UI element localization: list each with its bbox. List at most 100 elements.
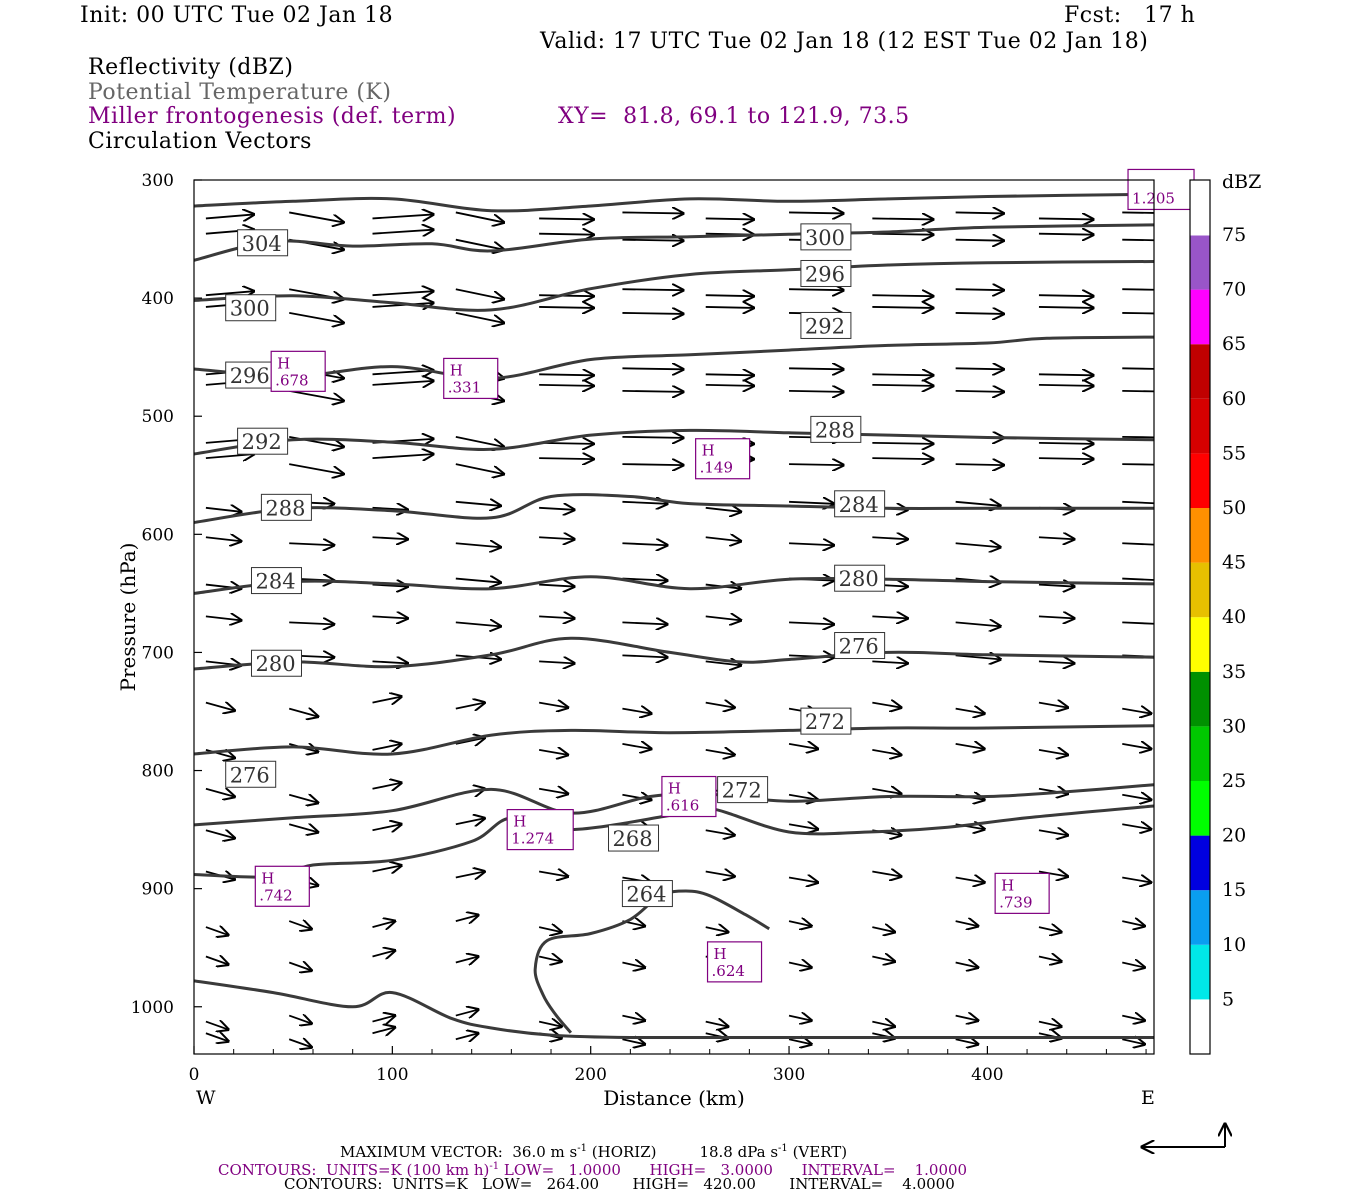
theta-contour-line [533,889,770,1034]
circulation-vector [872,661,907,663]
circulation-vector [288,824,318,832]
circulation-vector [1122,795,1151,800]
circulation-vector [289,211,343,222]
field-vectors: Circulation Vectors [88,129,312,154]
colorbar-segment [1190,508,1210,563]
circulation-vector [622,543,667,545]
theta-contour-line [194,260,1154,312]
x-tick-label: 300 [773,1065,805,1085]
circulation-vector [455,703,485,709]
forecast-hour: Fcst: 17 h [1064,3,1196,28]
circulation-vector [455,579,501,583]
circulation-vector [622,437,683,438]
colorbar-tick-label: 35 [1222,661,1246,683]
circulation-vector [455,871,485,877]
theta-contour-label: 272 [722,779,762,803]
frontogenesis-max-value: .616 [666,797,699,815]
circulation-vector [538,750,568,755]
circulation-vector [372,697,402,703]
init-time: Init: 00 UTC Tue 02 Jan 18 [80,3,394,28]
frontogenesis-max-box [661,775,717,818]
circulation-vector [872,374,933,375]
circulation-vector [872,789,901,794]
colorbar-segment [1190,890,1210,945]
circulation-vector [705,307,754,308]
colorbar-tick-label: 55 [1222,442,1246,464]
max-vector-line: MAXIMUM VECTOR: 36.0 m s-1 (HORIZ) 18.8 … [340,1143,848,1161]
circulation-vector [705,927,728,932]
circulation-vector [1038,927,1061,932]
circulation-vector [705,750,735,755]
circulation-vector [1122,238,1154,242]
circulation-vector [1122,389,1154,393]
circulation-vector [955,313,1004,314]
circulation-vector [1038,385,1093,386]
circulation-vector [1122,877,1151,882]
colorbar-tick-label: 45 [1222,552,1246,574]
circulation-vector [622,795,651,800]
circulation-vector [205,1022,228,1030]
circulation-vector [955,502,1001,506]
circulation-vector [788,744,818,749]
circulation-vector [622,289,683,290]
theta-contour-line [194,804,1154,879]
circulation-vector [872,218,933,219]
frontogenesis-max-value: .739 [999,893,1032,911]
theta-contour-label-box [800,311,852,339]
circulation-vector [788,1016,811,1021]
circulation-vector [455,1010,478,1016]
field-theta: Potential Temperature (K) [88,80,392,105]
circulation-vector [1122,500,1154,505]
theta-contour-label-box [225,760,277,788]
valid-time: Valid: 17 UTC Tue 02 Jan 18 (12 EST Tue … [540,29,1149,54]
circulation-vector [455,1033,478,1039]
frontogenesis-max-value: .149 [700,459,733,477]
circulation-vector [1038,295,1093,296]
circulation-vector [538,789,568,794]
circulation-vector [1122,963,1144,968]
circulation-vector [872,443,933,444]
theta-contour-label-box [834,632,886,660]
theta-contour-label: 276 [839,635,879,659]
colorbar-tick-label: 30 [1222,715,1246,737]
theta-contour-label: 300 [805,226,845,250]
circulation-vector [955,877,985,882]
circulation-vector [705,508,741,512]
circulation-vector [372,508,408,510]
circulation-vector [288,709,318,717]
circulation-vector [622,744,651,749]
circulation-vector [538,703,568,708]
colorbar-tick-label: 50 [1222,497,1246,519]
colorbar-tick-label: 10 [1222,934,1246,956]
circulation-vector [1122,312,1154,315]
frontogenesis-max-value: .678 [275,371,308,389]
circulation-vector [455,312,504,323]
colorbar-segment [1190,671,1210,727]
circulation-vector [872,458,933,459]
circulation-vector [1038,830,1068,835]
circulation-vector [955,744,985,749]
circulation-vector [622,963,644,968]
colorbar-frame [1189,179,1211,1055]
theta-contour-label: 296 [805,262,845,286]
theta-contour-label: 264 [626,883,666,907]
circulation-vector [1038,1022,1061,1027]
plot-frame [193,179,1155,1055]
colorbar-units: dBZ [1222,171,1261,193]
frontogenesis-max-letter: H [702,442,715,460]
circulation-vector [372,824,402,830]
circulation-vector [289,312,343,323]
circulation-vector [622,622,667,624]
theta-contour-label: 304 [242,232,282,256]
circulation-vector [789,622,834,624]
circulation-vector [205,957,228,965]
circulation-vector [455,818,485,824]
circulation-vector [372,1027,395,1033]
circulation-vector [872,957,894,962]
colorbar-segment [1190,835,1210,891]
frontogenesis-max-letter: H [513,813,526,831]
circulation-vector [1122,1016,1144,1021]
circulation-vector [1038,957,1061,962]
theta-contour-label-box [237,229,289,257]
circulation-vector [539,616,574,618]
